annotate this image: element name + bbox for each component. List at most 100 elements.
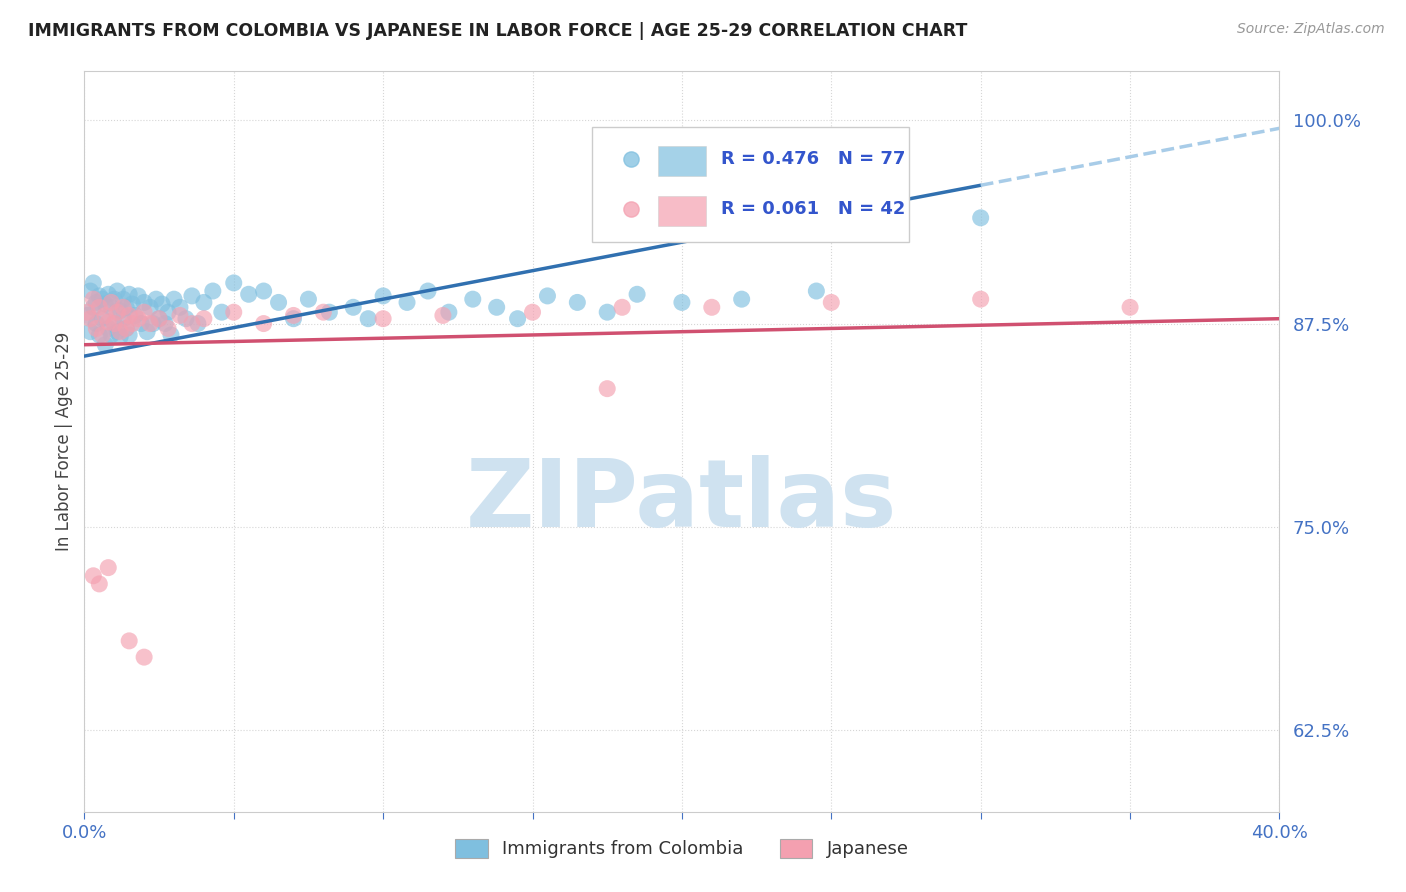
Point [567, 295, 589, 310]
Point [112, 301, 135, 315]
Y-axis label: In Labor Force | Age 25-29: In Labor Force | Age 25-29 [55, 332, 73, 551]
Point [970, 292, 993, 306]
Text: Source: ZipAtlas.com: Source: ZipAtlas.com [1237, 22, 1385, 37]
Point [596, 305, 619, 319]
Point [127, 311, 149, 326]
Point [76, 309, 98, 323]
Point [461, 292, 484, 306]
Point [118, 328, 141, 343]
Point [105, 305, 128, 319]
Point [416, 284, 439, 298]
Point [139, 301, 162, 315]
Point [1119, 301, 1142, 315]
Point [253, 284, 276, 298]
Point [79, 284, 101, 298]
Point [148, 311, 170, 326]
Text: ZIPatlas: ZIPatlas [467, 455, 897, 547]
Point [118, 287, 141, 301]
Bar [658, 146, 706, 176]
Point [118, 633, 141, 648]
Point [89, 301, 111, 315]
Point [121, 317, 143, 331]
Point [110, 325, 132, 339]
Point [132, 650, 156, 665]
Point [94, 309, 117, 323]
Point [86, 321, 108, 335]
Point [201, 284, 224, 298]
Point [100, 301, 122, 315]
Point [91, 311, 114, 326]
Point [124, 309, 146, 323]
Text: IMMIGRANTS FROM COLOMBIA VS JAPANESE IN LABOR FORCE | AGE 25-29 CORRELATION CHAR: IMMIGRANTS FROM COLOMBIA VS JAPANESE IN … [28, 22, 967, 40]
Point [86, 317, 108, 331]
Point [970, 211, 993, 225]
Point [115, 321, 138, 335]
Point [153, 317, 176, 331]
Point [596, 382, 619, 396]
Point [169, 301, 191, 315]
Point [127, 289, 149, 303]
FancyBboxPatch shape [592, 127, 910, 242]
Point [97, 321, 120, 335]
Point [145, 292, 167, 306]
Point [157, 305, 180, 319]
Point [626, 287, 648, 301]
Point [163, 292, 186, 306]
Legend: Immigrants from Colombia, Japanese: Immigrants from Colombia, Japanese [449, 832, 915, 865]
Point [157, 321, 180, 335]
Text: R = 0.476   N = 77: R = 0.476 N = 77 [721, 150, 905, 169]
Point [238, 287, 260, 301]
Point [396, 295, 419, 310]
Point [89, 289, 111, 303]
Point [820, 295, 842, 310]
Point [136, 325, 159, 339]
Point [103, 292, 125, 306]
Point [318, 305, 340, 319]
Point [82, 292, 104, 306]
Point [342, 301, 364, 315]
Point [97, 315, 120, 329]
Point [312, 305, 335, 319]
Point [94, 337, 117, 351]
Point [148, 311, 170, 326]
Point [169, 309, 191, 323]
Point [174, 311, 197, 326]
Point [357, 311, 380, 326]
Point [91, 292, 114, 306]
Point [373, 289, 395, 303]
Point [91, 328, 114, 343]
Point [112, 292, 135, 306]
Point [79, 311, 101, 326]
Point [97, 287, 120, 301]
Point [100, 328, 122, 343]
Point [115, 321, 138, 335]
Point [121, 297, 143, 311]
Point [283, 309, 305, 323]
Point [103, 317, 125, 331]
Point [76, 305, 98, 319]
Point [432, 309, 454, 323]
Point [612, 301, 634, 315]
Point [89, 577, 111, 591]
Point [89, 328, 111, 343]
Point [880, 214, 903, 228]
Point [671, 295, 693, 310]
Point [110, 303, 132, 318]
Point [506, 311, 529, 326]
Point [118, 309, 141, 323]
Point [267, 295, 290, 310]
Point [115, 301, 138, 315]
Point [142, 317, 165, 331]
Point [110, 329, 132, 343]
Point [211, 305, 233, 319]
Point [181, 317, 204, 331]
Point [731, 292, 754, 306]
Bar [658, 196, 706, 226]
Point [187, 317, 209, 331]
Point [150, 297, 173, 311]
Point [82, 568, 104, 582]
Point [806, 284, 828, 298]
Point [700, 301, 723, 315]
Point [105, 284, 128, 298]
Point [373, 311, 395, 326]
